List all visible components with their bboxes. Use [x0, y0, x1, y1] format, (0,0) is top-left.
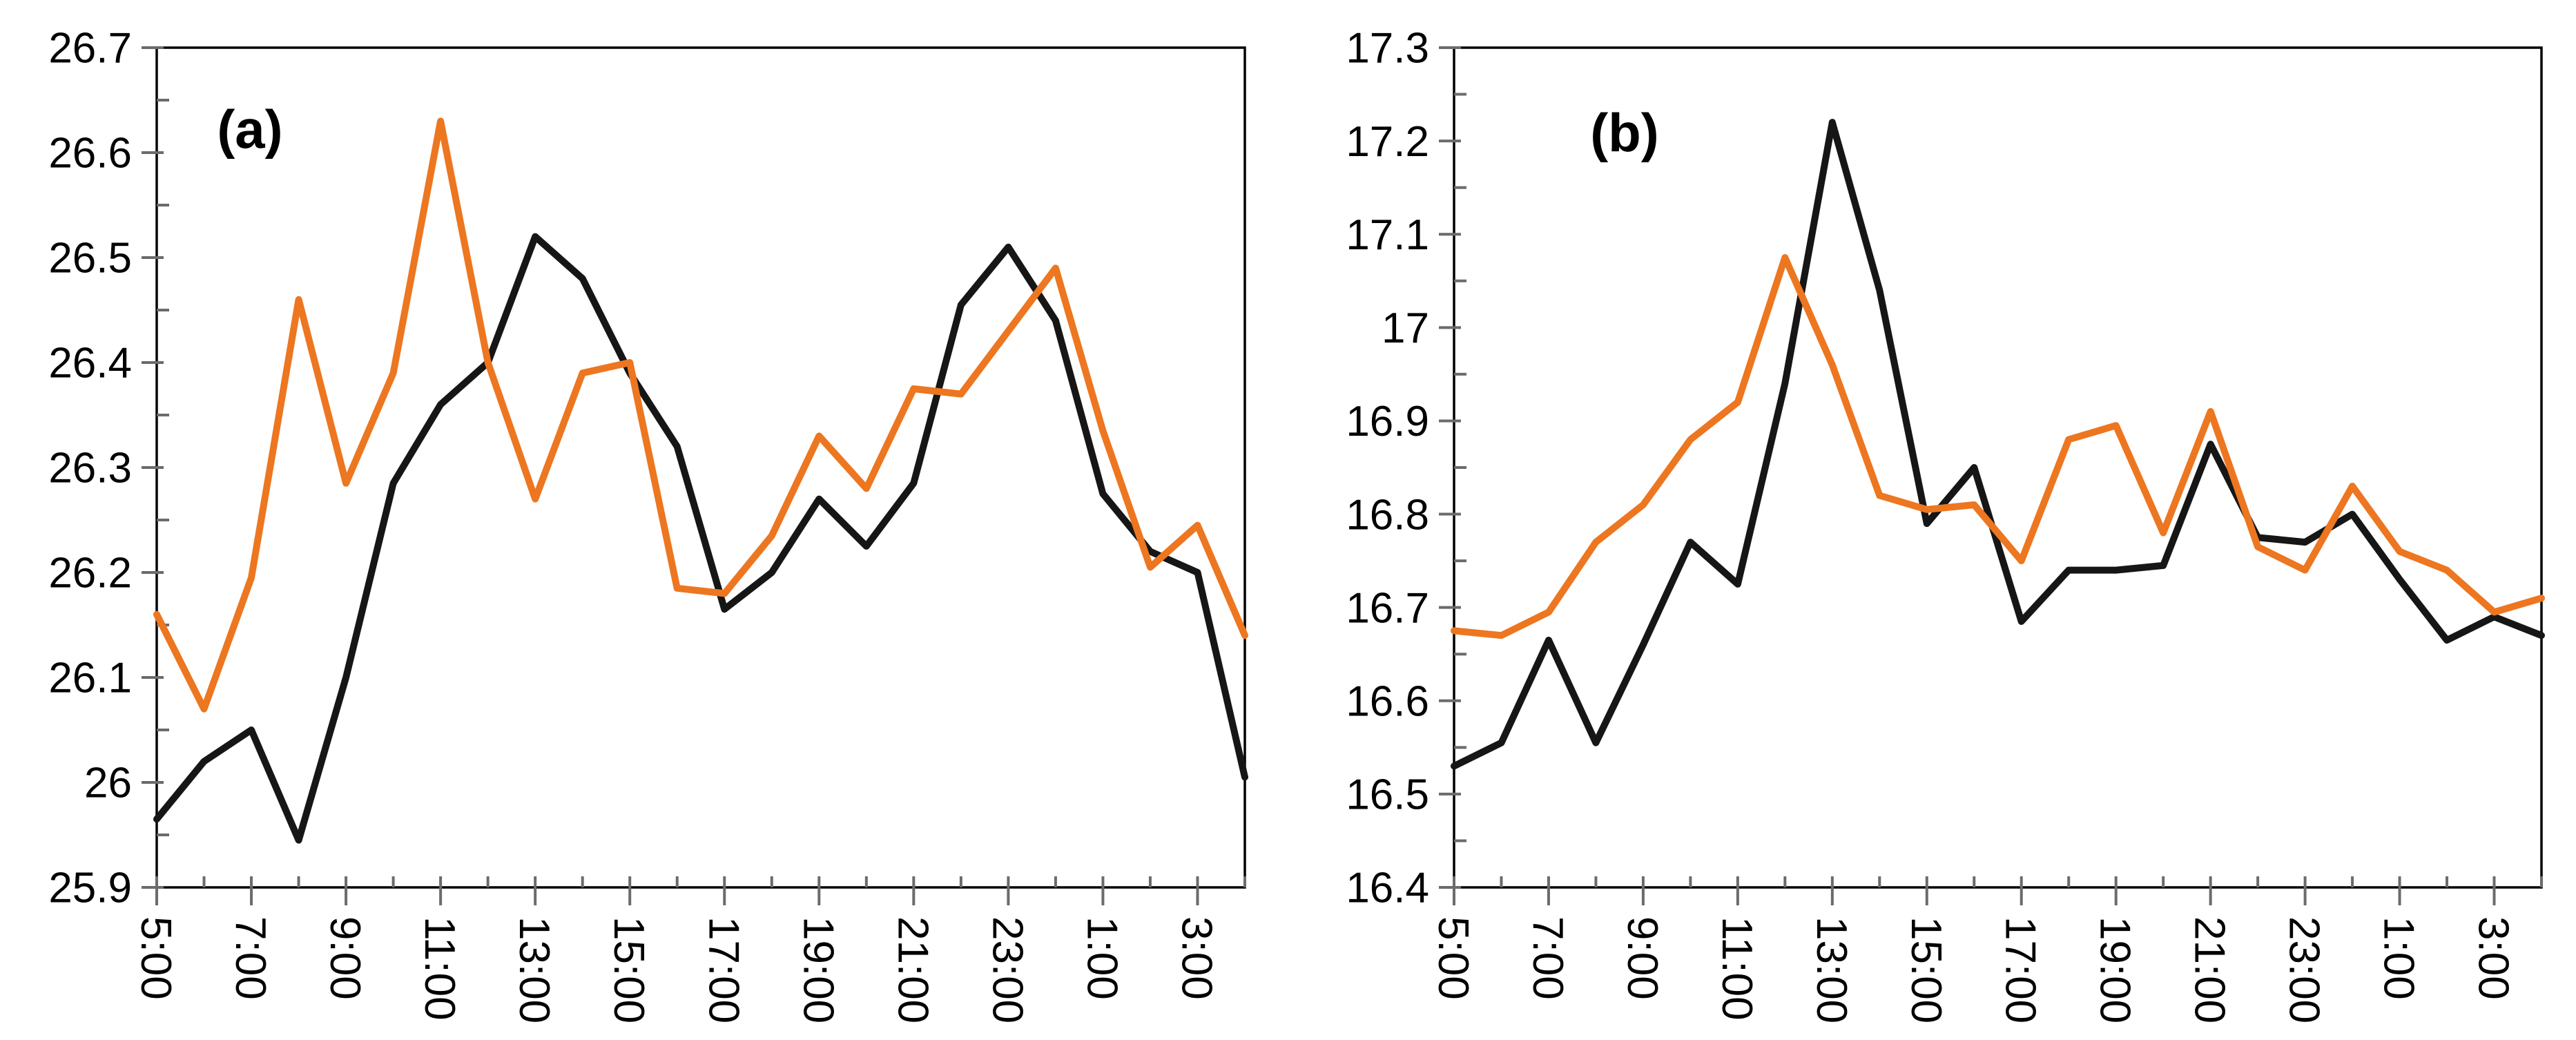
y-tick-label: 16.7 [1346, 584, 1429, 632]
x-tick-label: 13:00 [1808, 916, 1855, 1023]
x-tick-label: 7:00 [226, 916, 274, 1000]
x-tick-label: 15:00 [1902, 916, 1950, 1023]
x-tick-label: 3:00 [1172, 916, 1220, 1000]
y-tick-label: 26.1 [48, 655, 132, 702]
x-axis: 5:00 7:00 9:00 11:00 13:00 15:00 17:00 19:00 21:… [1429, 876, 2543, 1023]
y-tick-label: 17 [1382, 305, 1429, 352]
x-tick-label: 17:00 [699, 916, 747, 1023]
chart-panel-a: 26.7 26.6 26.5 26.4 26.3 26.2 26.1 26 25.95:00 7:… [48, 25, 1248, 1023]
y-tick-label: 26.6 [48, 130, 132, 177]
plot-border [1453, 46, 2543, 889]
x-axis: 5:00 7:00 9:00 11:00 13:00 15:00 17:00 19:00 21:… [132, 876, 1246, 1023]
y-tick-label: 26.5 [48, 235, 132, 282]
y-tick-label: 16.8 [1346, 491, 1429, 539]
series-black-line [153, 233, 1248, 844]
x-tick-label: 5:00 [132, 916, 180, 1000]
x-tick-label: 11:00 [416, 916, 463, 1021]
x-tick-label: 21:00 [2186, 916, 2234, 1023]
y-tick-label: 16.5 [1346, 771, 1429, 819]
x-tick-label: 3:00 [2470, 916, 2517, 1000]
y-tick-label: 26.7 [48, 25, 132, 73]
y-tick-label: 17.1 [1346, 211, 1429, 259]
x-tick-label: 23:00 [2280, 916, 2328, 1023]
x-tick-label: 5:00 [1429, 916, 1477, 1000]
y-tick-label: 26.4 [48, 340, 132, 387]
y-tick-label: 26 [84, 760, 132, 807]
panel-label: (a) [217, 99, 282, 160]
x-tick-label: 1:00 [2375, 916, 2423, 1000]
y-axis: 26.7 26.6 26.5 26.4 26.3 26.2 26.1 26 25.9 [48, 25, 169, 912]
y-tick-label: 26.3 [48, 445, 132, 492]
x-tick-label: 9:00 [1618, 916, 1666, 1000]
x-tick-label: 15:00 [605, 916, 652, 1023]
x-tick-label: 7:00 [1524, 916, 1571, 1000]
y-tick-label: 26.2 [48, 550, 132, 597]
y-tick-label: 25.9 [48, 865, 132, 912]
x-tick-label: 11:00 [1713, 916, 1761, 1021]
x-tick-label: 21:00 [889, 916, 936, 1023]
x-tick-label: 23:00 [983, 916, 1031, 1023]
chart-panel-b: 17.3 17.2 17.1 17 16.9 16.8 16.7 16.6 16.5 16.45:… [1346, 25, 2545, 1023]
y-tick-label: 17.2 [1346, 118, 1429, 166]
y-tick-label: 16.6 [1346, 677, 1429, 725]
x-tick-label: 19:00 [2091, 916, 2139, 1023]
y-tick-label: 17.3 [1346, 25, 1429, 73]
series-black-line [1451, 119, 2545, 770]
x-tick-label: 13:00 [510, 916, 558, 1023]
y-axis: 17.3 17.2 17.1 17 16.9 16.8 16.7 16.6 16.5 16.4 [1346, 25, 1466, 912]
x-tick-label: 17:00 [1997, 916, 2044, 1023]
series-orange-line [1451, 254, 2545, 639]
series-orange-line [153, 117, 1248, 713]
y-tick-label: 16.4 [1346, 865, 1429, 912]
x-tick-label: 1:00 [1078, 916, 1125, 1000]
panel-label: (b) [1590, 102, 1659, 163]
x-tick-label: 9:00 [321, 916, 369, 1000]
x-tick-label: 19:00 [794, 916, 842, 1023]
y-tick-label: 16.9 [1346, 398, 1429, 445]
